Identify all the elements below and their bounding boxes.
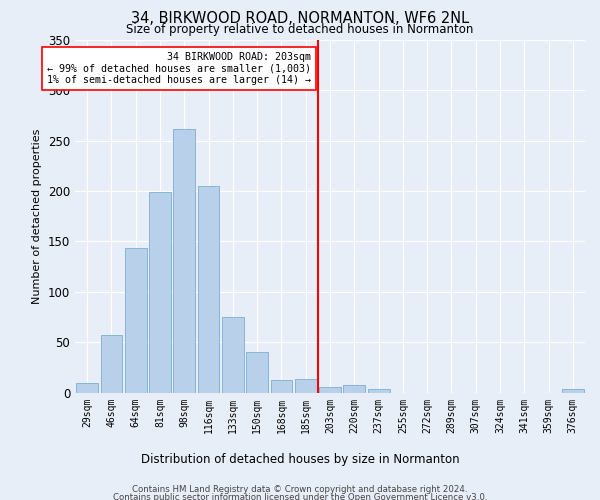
Bar bbox=[149, 192, 171, 392]
Text: Distribution of detached houses by size in Normanton: Distribution of detached houses by size … bbox=[140, 452, 460, 466]
Bar bbox=[295, 380, 317, 392]
Text: 34, BIRKWOOD ROAD, NORMANTON, WF6 2NL: 34, BIRKWOOD ROAD, NORMANTON, WF6 2NL bbox=[131, 11, 469, 26]
Bar bbox=[222, 317, 244, 392]
Bar bbox=[343, 386, 365, 392]
Text: 34 BIRKWOOD ROAD: 203sqm
← 99% of detached houses are smaller (1,003)
1% of semi: 34 BIRKWOOD ROAD: 203sqm ← 99% of detach… bbox=[47, 52, 311, 86]
Text: Contains public sector information licensed under the Open Government Licence v3: Contains public sector information licen… bbox=[113, 493, 487, 500]
Y-axis label: Number of detached properties: Number of detached properties bbox=[32, 128, 43, 304]
Bar bbox=[368, 390, 389, 392]
Bar bbox=[197, 186, 220, 392]
Text: Contains HM Land Registry data © Crown copyright and database right 2024.: Contains HM Land Registry data © Crown c… bbox=[132, 485, 468, 494]
Bar bbox=[76, 384, 98, 392]
Bar bbox=[271, 380, 292, 392]
Bar bbox=[562, 390, 584, 392]
Text: Size of property relative to detached houses in Normanton: Size of property relative to detached ho… bbox=[127, 22, 473, 36]
Bar bbox=[101, 335, 122, 392]
Bar bbox=[246, 352, 268, 393]
Bar bbox=[173, 128, 195, 392]
Bar bbox=[319, 388, 341, 392]
Bar bbox=[125, 248, 146, 392]
